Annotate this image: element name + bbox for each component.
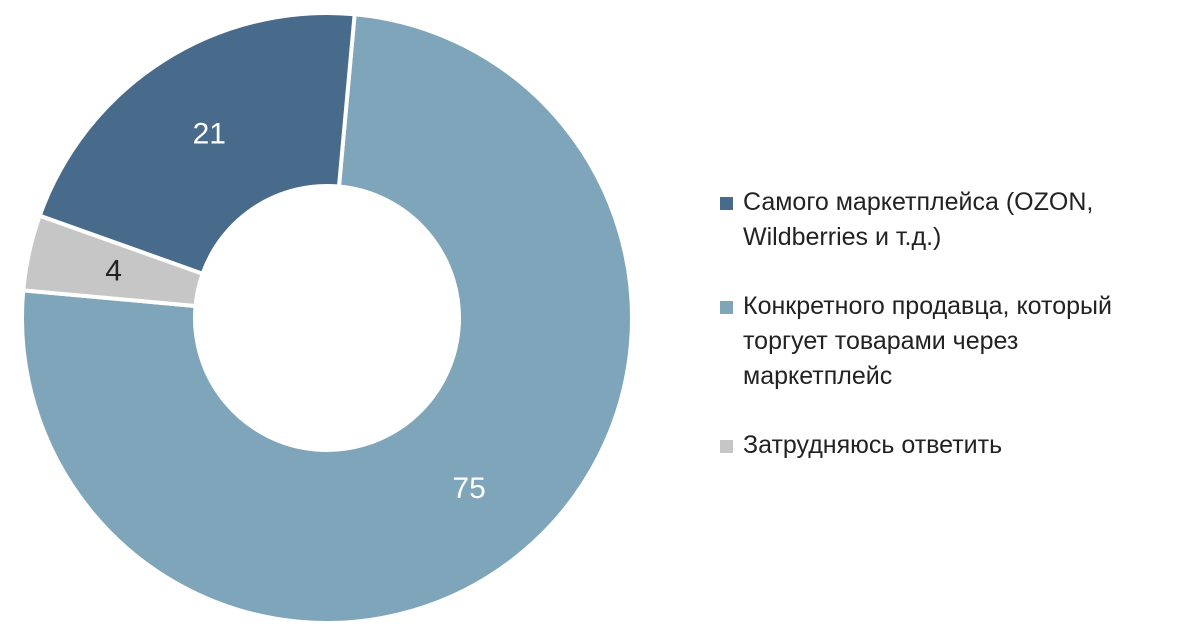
donut-slice [37, 11, 357, 277]
legend-item: Затрудняюсь ответить [720, 428, 1190, 463]
slice-value-label: 4 [105, 255, 122, 288]
slice-value-label: 21 [193, 117, 226, 150]
legend-swatch [720, 197, 733, 210]
legend-item: Самого маркетплейса (OZON, Wildberries и … [720, 185, 1190, 255]
chart-legend: Самого маркетплейса (OZON, Wildberries и … [720, 185, 1190, 497]
legend-label-line: Самого маркетплейса (OZON, [743, 188, 1094, 216]
legend-label-line: Затрудняюсь ответить [743, 431, 1003, 459]
legend-swatch [720, 301, 733, 314]
donut-slices [20, 11, 634, 625]
legend-label: Самого маркетплейса (OZON, Wildberries и … [743, 185, 1093, 255]
legend-label-line: Конкретного продавца, который [743, 292, 1112, 320]
legend-label-line: Wildberries и т.д.) [743, 223, 942, 251]
donut-slice [20, 12, 634, 625]
legend-label: Конкретного продавца, который торгует тов… [743, 289, 1112, 394]
legend-swatch [720, 440, 733, 453]
slice-value-label: 75 [452, 472, 485, 505]
legend-item: Конкретного продавца, который торгует тов… [720, 289, 1190, 394]
legend-label: Затрудняюсь ответить [743, 428, 1002, 463]
legend-label-line: торгует товарами через [743, 327, 1019, 355]
donut-labels: 75 4 21 [105, 117, 486, 505]
legend-label-line: маркетплейс [743, 362, 893, 390]
